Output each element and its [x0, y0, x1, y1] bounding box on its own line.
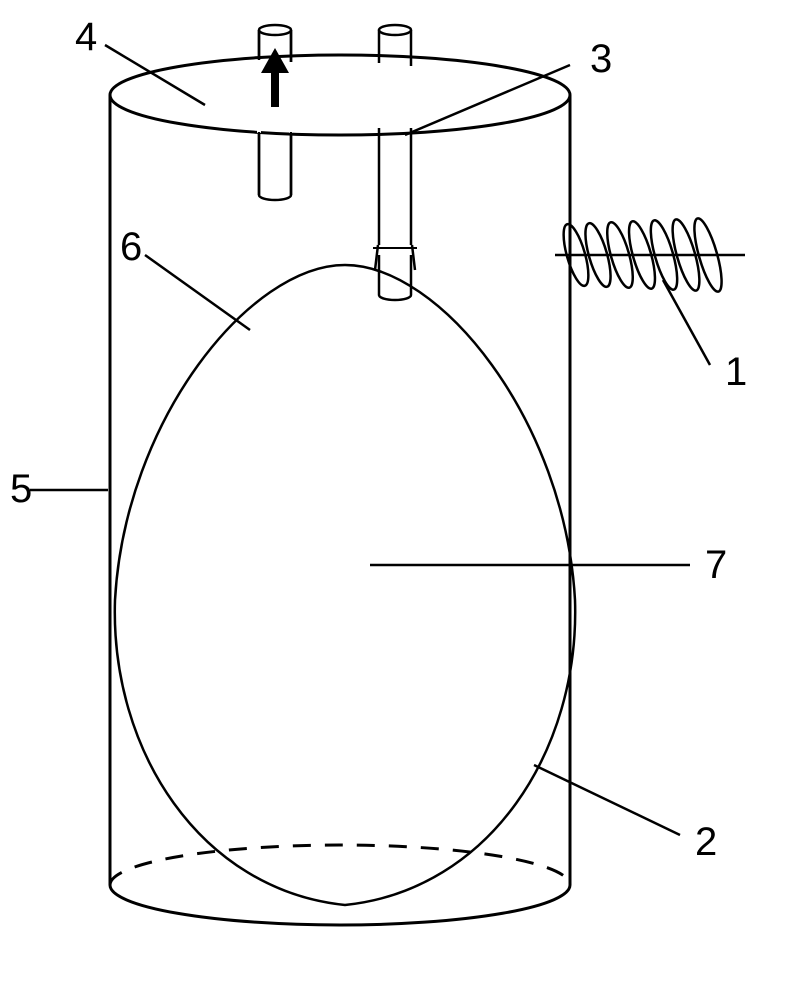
cylinder-bottom-back [110, 845, 570, 885]
label-7: 7 [705, 543, 727, 587]
screw-element [555, 216, 745, 294]
leader-1 [663, 280, 710, 365]
leader-2 [534, 765, 680, 835]
technical-diagram: 1 2 3 4 5 6 7 [0, 0, 791, 1000]
label-3: 3 [590, 37, 612, 81]
left-tube-bottom [259, 195, 291, 200]
label-6: 6 [120, 225, 142, 269]
leader-4 [105, 45, 205, 105]
left-tube-top [259, 25, 291, 35]
right-tube-bottom [379, 295, 411, 300]
label-2: 2 [695, 820, 717, 864]
label-4: 4 [75, 15, 97, 59]
leader-6 [145, 255, 250, 330]
label-1: 1 [725, 350, 747, 394]
right-tube-top [379, 25, 411, 35]
label-5: 5 [10, 467, 32, 511]
balloon-body [115, 265, 575, 905]
